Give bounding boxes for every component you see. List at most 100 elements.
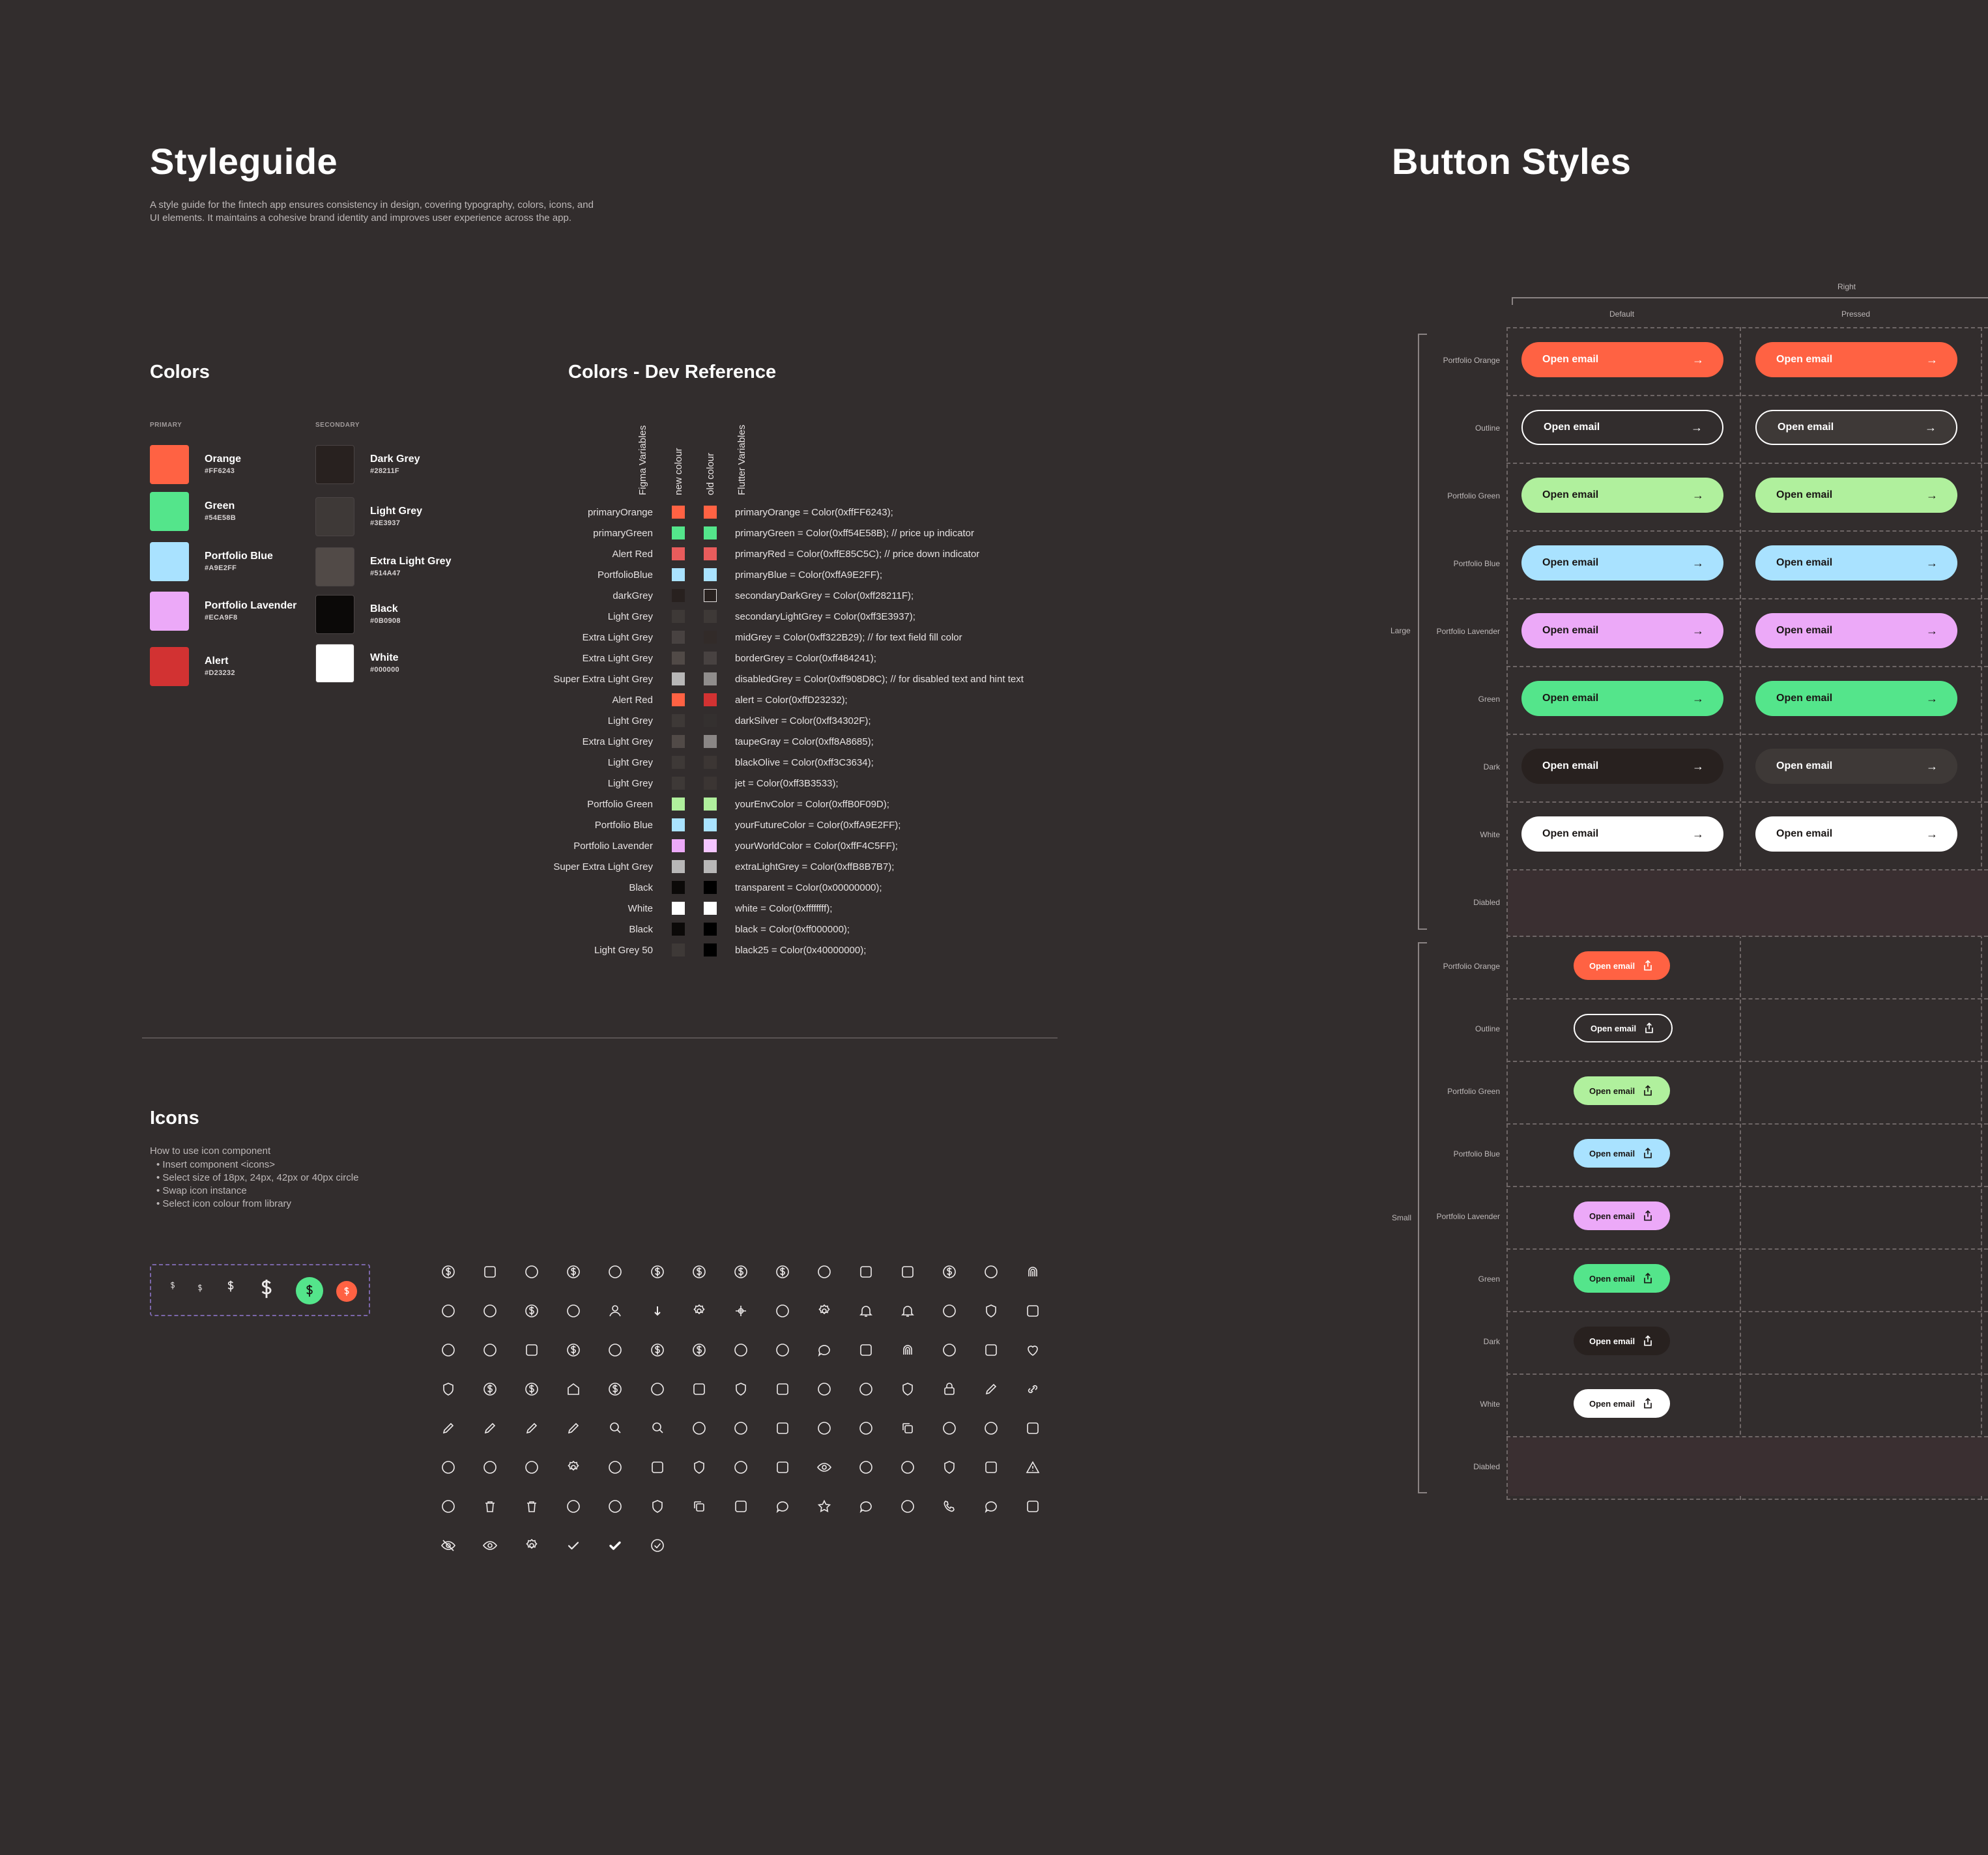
check-bold-icon <box>594 1526 636 1565</box>
info-icon <box>469 1291 511 1330</box>
message-icon <box>803 1330 845 1370</box>
large-button-pressed[interactable]: Open email → <box>1755 816 1957 852</box>
large-button-default[interactable]: Open email → <box>1521 681 1723 716</box>
group-right-bracket <box>1512 297 1988 305</box>
secondary-swatch-item: Black #0B0908 <box>315 595 401 634</box>
list-icon <box>970 1330 1012 1370</box>
large-button-pressed[interactable]: Open email → <box>1755 410 1957 445</box>
primary-swatch-item: Orange #FF6243 <box>150 445 241 484</box>
primary-swatch-item: Alert #D23232 <box>150 647 235 686</box>
secondary-swatch-item: Dark Grey #28211F <box>315 445 420 484</box>
small-row-label: Portfolio Blue <box>1453 1149 1500 1158</box>
arrow-right-icon: → <box>1692 827 1704 841</box>
trash-icon <box>511 1487 553 1526</box>
dev-reference-row: Light Grey darkSilver = Color(0xff34302F)… <box>0 710 1108 731</box>
large-button-default[interactable]: Open email → <box>1521 613 1723 648</box>
new-colour-chip <box>672 568 685 581</box>
figma-variable: Portfolio Green <box>587 798 653 810</box>
small-button[interactable]: Open email <box>1574 1139 1671 1168</box>
new-colour-chip <box>672 777 685 790</box>
large-row-label: Portfolio Blue <box>1453 559 1500 568</box>
large-button-default[interactable]: Open email → <box>1521 478 1723 513</box>
large-button-pressed[interactable]: Open email → <box>1755 749 1957 784</box>
large-button-pressed[interactable]: Open email → <box>1755 478 1957 513</box>
small-button[interactable]: Open email <box>1574 1389 1671 1418</box>
small-button[interactable]: Open email <box>1574 951 1671 980</box>
large-button-pressed[interactable]: Open email → <box>1755 342 1957 377</box>
dev-reference-row: Extra Light Grey midGrey = Color(0xff322B… <box>0 627 1108 648</box>
old-colour-chip <box>704 860 717 873</box>
fingerprint-icon <box>1012 1252 1054 1291</box>
icon-size-sample-box <box>150 1264 370 1316</box>
swatch-name: Extra Light Grey <box>370 556 452 567</box>
large-button-default[interactable]: Open email → <box>1521 410 1723 445</box>
large-button-default[interactable]: Open email → <box>1521 545 1723 581</box>
large-button-default[interactable]: Open email → <box>1521 342 1723 377</box>
dollar-24-icon <box>227 1280 234 1292</box>
small-row-label: Portfolio Orange <box>1443 962 1500 971</box>
primary-swatch-item: Green #54E58B <box>150 492 236 531</box>
box-icon <box>511 1330 553 1370</box>
large-button-pressed[interactable]: Open email → <box>1755 681 1957 716</box>
dev-reference-row: Black transparent = Color(0x00000000); <box>0 877 1108 898</box>
swatch-name: Portfolio Blue <box>205 551 273 562</box>
grid-divider <box>1506 666 1988 667</box>
flutter-variable: yourFutureColor = Color(0xffA9E2FF); <box>735 819 901 831</box>
page-title: Styleguide <box>150 141 338 182</box>
dev-reference-row: Portfolio Lavender yourWorldColor = Color… <box>0 835 1108 856</box>
exchange-icon <box>511 1252 553 1291</box>
arrow-right-icon: → <box>1925 420 1937 434</box>
buttons-title: Button Styles <box>1392 141 1632 182</box>
grid-divider <box>1506 327 1508 1500</box>
swatch-text: Portfolio Blue #A9E2FF <box>205 550 273 573</box>
small-button[interactable]: Open email <box>1574 1201 1671 1230</box>
small-button[interactable]: Open email <box>1574 1014 1673 1043</box>
flutter-variable: black = Color(0xff000000); <box>735 923 850 935</box>
large-button-pressed[interactable]: Open email → <box>1755 545 1957 581</box>
info-circle-icon <box>845 1448 887 1487</box>
color-swatch <box>150 445 189 484</box>
dollar-circle-green-icon <box>296 1277 323 1304</box>
eye-off-icon <box>427 1526 469 1565</box>
small-row-label: Green <box>1478 1274 1500 1284</box>
large-button-pressed[interactable]: Open email → <box>1755 613 1957 648</box>
swatch-text: White #000000 <box>370 652 399 675</box>
bus-icon <box>427 1487 469 1526</box>
swatch-hex: #0B0908 <box>370 617 401 625</box>
small-button[interactable]: Open email <box>1574 1264 1671 1293</box>
sliders-icon <box>762 1448 803 1487</box>
grid-divider <box>1506 936 1988 937</box>
col-figma-label: Figma Variables <box>637 425 648 495</box>
arrow-right-icon: → <box>1926 691 1938 705</box>
color-swatch <box>315 547 354 586</box>
dev-reference-title: Colors - Dev Reference <box>568 362 777 382</box>
share-icon <box>1641 1272 1654 1285</box>
old-colour-chip <box>704 798 717 811</box>
large-row-label: Portfolio Lavender <box>1436 627 1500 636</box>
new-colour-chip <box>672 672 685 685</box>
dev-reference-row: Extra Light Grey borderGrey = Color(0xff4… <box>0 648 1108 669</box>
color-swatch <box>315 445 354 484</box>
old-colour-chip <box>704 756 717 769</box>
figma-variable: primaryGreen <box>593 527 653 539</box>
edit-box-icon <box>553 1409 594 1448</box>
arrow-right-icon: → <box>1926 488 1938 502</box>
large-button-default[interactable]: Open email → <box>1521 749 1723 784</box>
coin-icon <box>553 1330 594 1370</box>
flutter-variable: black25 = Color(0x40000000); <box>735 944 867 956</box>
large-bracket <box>1418 334 1427 930</box>
flutter-variable: yourWorldColor = Color(0xffF4C5FF); <box>735 840 898 852</box>
large-button-default[interactable]: Open email → <box>1521 816 1723 852</box>
col-old-label: old colour <box>705 452 716 495</box>
flutter-variable: blackOlive = Color(0xff3C3634); <box>735 756 874 768</box>
pen-icon <box>511 1409 553 1448</box>
small-button[interactable]: Open email <box>1574 1327 1671 1355</box>
flutter-variable: secondaryDarkGrey = Color(0xff28211F); <box>735 590 914 601</box>
cash-hand-icon <box>678 1330 720 1370</box>
old-colour-chip <box>704 652 717 665</box>
color-swatch <box>150 542 189 581</box>
flutter-variable: yourEnvColor = Color(0xffB0F09D); <box>735 798 889 810</box>
button-label: Open email <box>1776 693 1833 704</box>
small-button[interactable]: Open email <box>1574 1076 1671 1105</box>
swatch-name: Orange <box>205 453 242 465</box>
